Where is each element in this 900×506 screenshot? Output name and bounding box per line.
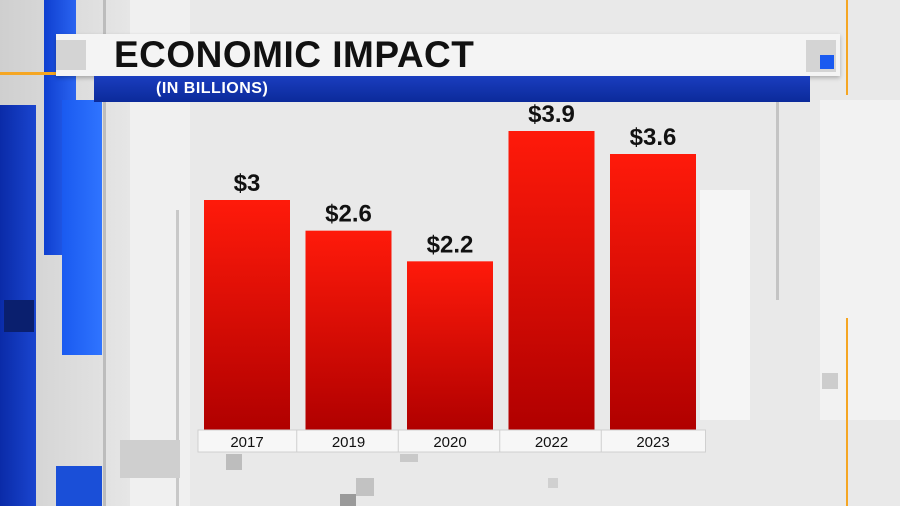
- chart-title: ECONOMIC IMPACT: [114, 34, 475, 75]
- x-tick-label-2022: 2022: [535, 434, 568, 451]
- x-tick-label-2017: 2017: [230, 434, 263, 451]
- bg-gray-square-6: [548, 478, 558, 488]
- x-tick-label-2019: 2019: [332, 434, 365, 451]
- bar-2017: [204, 200, 290, 430]
- x-axis: 2017 2019 2020 2022 2023: [197, 429, 706, 453]
- bg-gray-square-3: [340, 494, 356, 506]
- x-tick-label-2023: 2023: [636, 434, 669, 451]
- data-labels-layer: $3 $2.6 $2.2 $3.9 $3.6: [234, 101, 677, 258]
- x-tick-label-2020: 2020: [433, 434, 466, 451]
- x-axis-strip: [197, 429, 706, 453]
- chart-subtitle: (IN BILLIONS): [156, 80, 269, 97]
- bar-2023: [610, 154, 696, 430]
- data-label-2019: $2.6: [325, 201, 372, 228]
- subtitle-bar: [94, 76, 810, 102]
- bg-orange-line-1: [0, 72, 90, 75]
- bg-blue-bar-4: [56, 466, 102, 506]
- bg-orange-line-2: [846, 318, 848, 506]
- data-label-2017: $3: [234, 170, 261, 197]
- data-label-2023: $3.6: [630, 124, 677, 151]
- bg-gray-square-2: [226, 454, 242, 470]
- data-label-2020: $2.2: [427, 231, 474, 258]
- title-bar: [56, 34, 840, 76]
- bar-2022: [508, 131, 595, 430]
- bg-gray-square-4: [356, 478, 374, 496]
- bar-2020: [407, 261, 493, 430]
- bg-orange-line-3: [846, 0, 848, 95]
- title-corner-blue: [820, 55, 834, 69]
- bg-gray-line-2: [776, 100, 779, 300]
- bg-blue-bar-3: [62, 100, 102, 355]
- bar-2019: [305, 230, 392, 430]
- bars-layer: [204, 131, 696, 430]
- bg-stripe-white-2: [700, 190, 750, 420]
- bg-gray-square-5: [822, 373, 838, 389]
- data-label-2022: $3.9: [528, 101, 575, 128]
- bg-blue-square: [4, 300, 34, 332]
- bg-gray-square-1: [120, 440, 180, 478]
- title-corner-left: [56, 40, 86, 70]
- bg-panel-right: [820, 100, 900, 420]
- bg-gray-line-1: [103, 0, 106, 506]
- bg-gray-square-7: [400, 454, 418, 462]
- bg-gray-line-3: [176, 210, 179, 506]
